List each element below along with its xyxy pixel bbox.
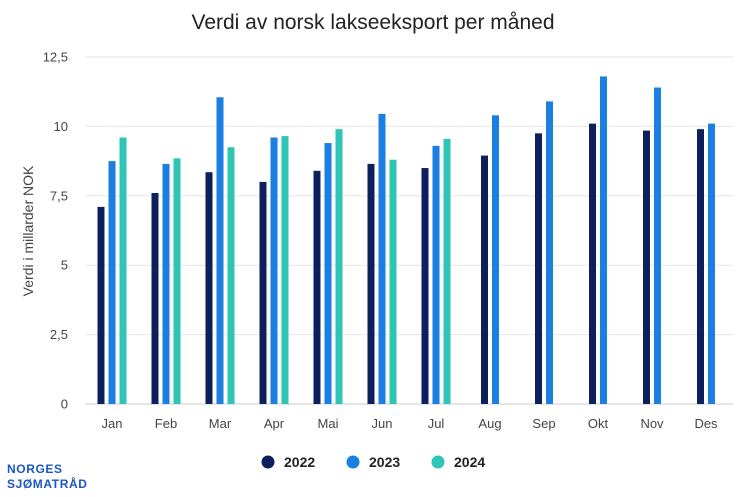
logo-line-1: NORGES: [7, 462, 63, 476]
bar-2022-okt: [589, 123, 596, 405]
bar-2023-nov: [654, 87, 661, 404]
bar-2023-apr: [270, 137, 278, 404]
bar-2024-feb: [173, 158, 181, 404]
legend-label-2022: 2022: [284, 454, 315, 470]
bar-2023-feb: [162, 163, 170, 404]
legend: 2022 2023 2024: [261, 454, 485, 470]
bar-2024-jan: [119, 137, 127, 404]
bar-2022-nov: [643, 130, 650, 404]
legend-label-2023: 2023: [369, 454, 400, 470]
bar-2023-jan: [108, 161, 116, 404]
y-tick-label: 12,5: [43, 50, 68, 65]
y-tick-label: 7,5: [50, 188, 68, 203]
x-tick-label: Aug: [478, 416, 501, 431]
norges-sjomatrad-logo: NORGES SJØMATRÅD: [7, 462, 88, 492]
x-tick-label: Jul: [428, 416, 445, 431]
bar-2024-mai: [335, 129, 343, 404]
y-axis-ticks: 0 2,5 5 7,5 10 12,5: [43, 50, 68, 412]
x-tick-label: Sep: [532, 416, 555, 431]
x-axis-ticks: Jan Feb Mar Apr Mai Jun Jul Aug Sep Okt Nov Des: [102, 416, 719, 431]
bar-2023-des: [708, 123, 715, 405]
bar-2022-des: [697, 129, 704, 404]
bar-2024-jul: [443, 138, 451, 404]
bar-2024-mar: [227, 147, 235, 404]
gridlines: [85, 56, 733, 405]
x-tick-label: Mai: [318, 416, 339, 431]
x-tick-label: Jun: [372, 416, 393, 431]
legend-marker-2022: [261, 455, 275, 469]
bar-2023-sep: [546, 101, 553, 404]
legend-marker-2024: [431, 455, 445, 469]
y-tick-label: 10: [54, 119, 68, 134]
bar-2022-jul: [421, 168, 429, 404]
x-tick-label: Nov: [640, 416, 664, 431]
y-tick-label: 0: [61, 397, 68, 412]
bar-2023-jun: [378, 113, 386, 405]
bars: [97, 76, 715, 405]
bar-2023-okt: [600, 76, 607, 404]
bar-2024-apr: [281, 136, 289, 404]
bar-2022-mai: [313, 170, 321, 404]
x-tick-label: Des: [694, 416, 718, 431]
x-tick-label: Apr: [264, 416, 285, 431]
bar-2022-sep: [535, 133, 542, 404]
legend-marker-2023: [346, 455, 360, 469]
y-tick-label: 5: [61, 258, 68, 273]
bar-2024-jun: [389, 159, 397, 404]
bar-2022-mar: [205, 172, 213, 404]
chart-title: Verdi av norsk lakseeksport per måned: [191, 11, 554, 34]
bar-2022-jun: [367, 163, 375, 404]
bar-2022-aug: [481, 155, 488, 404]
y-axis-label: Verdi i millarder NOK: [20, 165, 36, 296]
x-tick-label: Jan: [102, 416, 123, 431]
bar-2023-aug: [492, 115, 499, 405]
y-tick-label: 2,5: [50, 327, 68, 342]
x-tick-label: Feb: [155, 416, 177, 431]
logo-line-2: SJØMATRÅD: [7, 477, 88, 491]
bar-2022-jan: [97, 206, 105, 404]
bar-2023-mar: [216, 97, 224, 404]
x-tick-label: Okt: [588, 416, 609, 431]
bar-2022-feb: [151, 193, 159, 404]
legend-label-2024: 2024: [454, 454, 485, 470]
bar-2022-apr: [259, 181, 267, 404]
bar-2023-jul: [432, 145, 440, 404]
bar-2023-mai: [324, 143, 332, 404]
x-tick-label: Mar: [209, 416, 232, 431]
